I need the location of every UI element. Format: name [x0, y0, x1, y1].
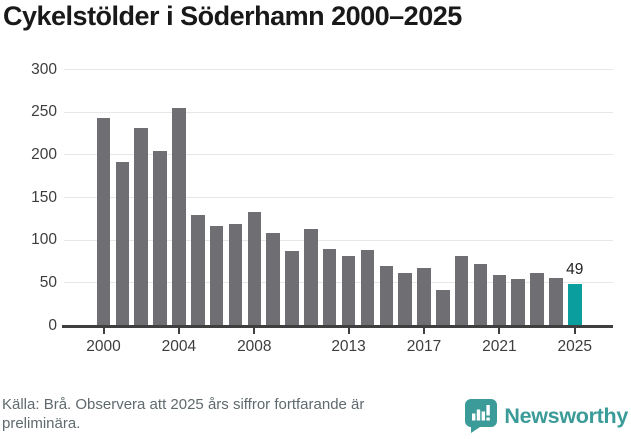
bar-2013	[341, 255, 356, 326]
x-axis-tick-2025	[573, 327, 576, 334]
chart-title: Cykelstölder i Söderhamn 2000–2025	[3, 1, 462, 31]
bar-2018	[436, 289, 450, 326]
bar-2024	[549, 277, 563, 326]
bar-2017	[417, 268, 431, 326]
gridline-250	[64, 111, 613, 113]
gridline-200	[64, 154, 613, 156]
chart-footer: Källa: Brå. Observera att 2025 års siffr…	[0, 395, 631, 439]
bar-2001	[115, 161, 130, 326]
x-axis-tick-2013	[347, 327, 350, 334]
x-axis-tick-label-2004: 2004	[161, 337, 197, 355]
x-axis-tick-label-2000: 2000	[86, 337, 121, 355]
bar-2011	[304, 229, 318, 326]
bar-2008	[247, 212, 262, 326]
bar-2003	[153, 151, 167, 326]
bar-2004	[172, 107, 186, 326]
bar-2021	[492, 275, 507, 326]
x-axis-tick-label-2021: 2021	[482, 337, 517, 355]
gridline-50	[64, 282, 613, 284]
y-axis-tick-label-300: 300	[31, 60, 57, 78]
bar-2019	[454, 255, 469, 326]
newsworthy-logo[interactable]: Newsworthy	[465, 397, 628, 435]
y-axis-tick-label-200: 200	[31, 145, 57, 163]
bar-2012	[322, 248, 337, 326]
bar-2023	[530, 272, 544, 326]
newsworthy-wordmark: Newsworthy	[504, 403, 628, 428]
x-axis-tick-2021	[498, 327, 501, 334]
y-axis-tick-label-100: 100	[31, 231, 57, 249]
gridline-300	[64, 69, 613, 70]
gridline-150	[64, 197, 613, 198]
bar-2006	[209, 225, 224, 326]
y-axis-tick-label-250: 250	[31, 103, 57, 121]
bar-2022	[511, 278, 525, 326]
gridline-100	[64, 239, 613, 241]
bar-2010	[285, 251, 299, 326]
bar-2005	[191, 214, 205, 326]
bar-2000	[96, 118, 111, 326]
x-axis-tick-label-2025: 2025	[557, 337, 593, 355]
bar-2007	[228, 223, 243, 326]
bar-2009	[266, 233, 280, 326]
x-axis-tick-label-2008: 2008	[237, 337, 272, 355]
bar-chart-speech-bubble-icon	[465, 399, 498, 433]
x-axis-tick-2000	[102, 327, 105, 334]
x-axis-tick-2004	[177, 327, 180, 334]
bar-chart: 0 50 100 150 200 250 300 2000 2004 2008 2013 2017 20…	[31, 60, 613, 355]
bar-2016	[398, 272, 412, 326]
bar-2014	[360, 250, 375, 326]
y-axis-tick-label-150: 150	[31, 188, 57, 206]
x-axis-tick-label-2017: 2017	[406, 337, 442, 355]
bar-2025	[568, 283, 582, 326]
source-note: Källa: Brå. Observera att 2025 års siffr…	[2, 396, 365, 432]
x-axis-tick-2008	[253, 327, 256, 334]
x-axis-tick-label-2013: 2013	[331, 337, 366, 355]
highlight-value-label: 49	[566, 260, 584, 278]
bar-2002	[134, 128, 148, 326]
y-axis-tick-label-0: 0	[48, 316, 57, 334]
bar-2015	[379, 265, 394, 326]
bar-2020	[473, 264, 488, 326]
y-axis-tick-label-50: 50	[39, 273, 57, 291]
x-axis-tick-2017	[422, 327, 425, 334]
x-axis-line	[62, 324, 613, 328]
